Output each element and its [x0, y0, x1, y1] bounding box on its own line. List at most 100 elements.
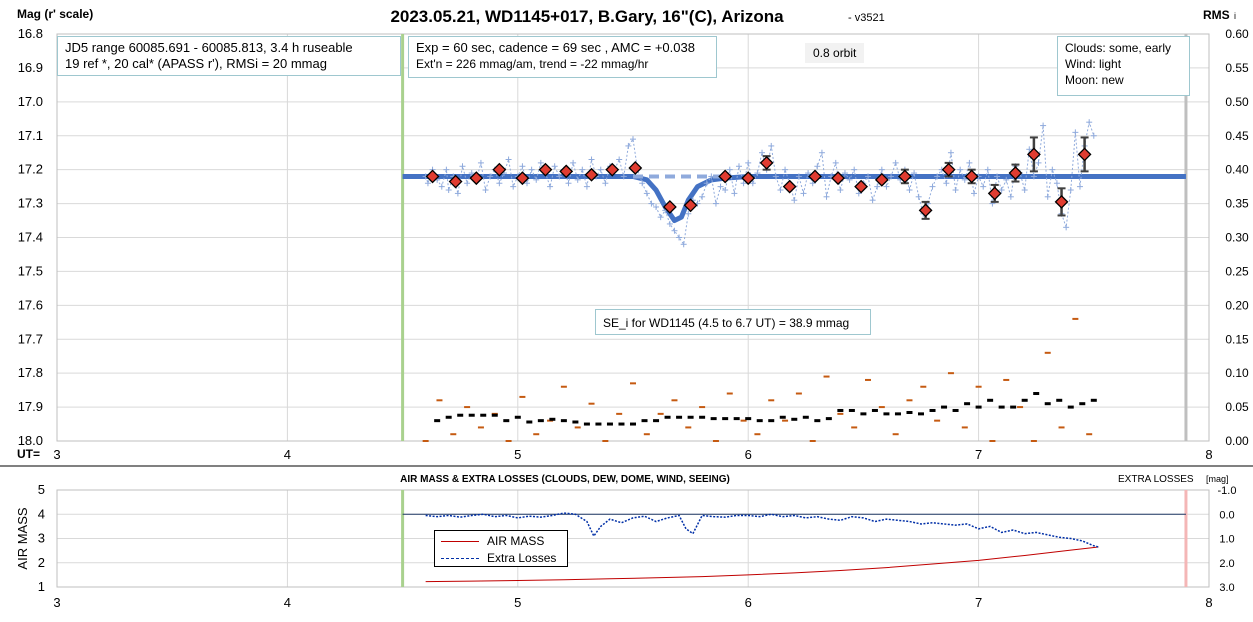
raw-data-point: [966, 159, 973, 166]
lower-y2-axis-title: EXTRA LOSSES: [1118, 474, 1194, 485]
y2-tick-label: 0.60: [1225, 27, 1249, 41]
raw-data-point: [1076, 183, 1083, 190]
binned-data-point: [782, 179, 797, 194]
raw-data-point: [574, 176, 581, 183]
raw-data-point: [1030, 173, 1037, 180]
raw-data-point: [639, 180, 646, 187]
lower-y2-tick-label: 0.0: [1219, 509, 1234, 521]
exposure-note: Exp = 60 sec, cadence = 69 sec , AMC = +…: [408, 36, 717, 78]
raw-data-point: [832, 159, 839, 166]
raw-data-point: [528, 166, 535, 173]
binned-data-point: [987, 186, 1002, 201]
y2-tick-label: 0.25: [1225, 264, 1249, 278]
y-tick-label: 17.5: [18, 263, 43, 278]
lower-x-tick-label: 7: [975, 595, 982, 610]
raw-data-point: [477, 159, 484, 166]
y-tick-label: 16.8: [18, 26, 43, 41]
lower-y-tick-label: 5: [38, 482, 45, 497]
raw-data-point: [851, 166, 858, 173]
raw-data-point: [1053, 180, 1060, 187]
binned-data-point: [662, 200, 677, 214]
lower-y2-axis-title-suffix: [mag]: [1206, 474, 1229, 484]
binned-data-point: [897, 169, 912, 184]
raw-data-point: [749, 180, 756, 187]
conditions-clouds: Clouds: some, early: [1065, 41, 1172, 55]
binned-data-point: [741, 171, 756, 186]
raw-data-point: [841, 170, 848, 177]
conditions-note: Clouds: some, early Wind: light Moon: ne…: [1057, 36, 1190, 96]
binned-data-point: [538, 162, 553, 177]
raw-data-point: [438, 183, 445, 190]
binned-data-point: [683, 198, 698, 213]
raw-data-point: [805, 170, 812, 177]
binned-data-point: [628, 161, 643, 175]
raw-data-point: [680, 241, 687, 248]
lower-y-tick-label: 3: [38, 531, 45, 546]
y2-tick-label: 0.45: [1225, 129, 1249, 143]
binned-data-point: [1077, 147, 1092, 162]
raw-data-point: [630, 136, 636, 143]
raw-data-point: [443, 166, 450, 173]
raw-data-point: [643, 190, 650, 197]
raw-data-point: [565, 180, 572, 187]
legend-item-extra-losses: Extra Losses: [441, 550, 556, 566]
raw-data-point: [671, 227, 678, 234]
binned-data-point: [941, 162, 956, 177]
y-tick-label: 16.9: [18, 60, 43, 75]
raw-data-point: [1026, 146, 1033, 153]
raw-data-point: [970, 190, 977, 197]
raw-data-point: [556, 173, 563, 180]
run-info-note: JD5 range 60085.691 - 60085.813, 3.4 h r…: [57, 36, 401, 76]
raw-data-point: [740, 180, 747, 187]
y2-tick-label: 0.05: [1225, 400, 1249, 414]
raw-data-point: [1040, 122, 1047, 129]
binned-data-point: [918, 203, 933, 218]
legend-label-extra-losses: Extra Losses: [487, 551, 557, 565]
raw-data-point: [754, 170, 761, 177]
lower-y-axis-title: AIR MASS: [15, 507, 30, 569]
y2-tick-label: 0.40: [1225, 163, 1249, 177]
binned-data-point: [759, 155, 774, 170]
lower-legend: AIR MASS Extra Losses: [434, 530, 568, 567]
binned-data-point: [605, 162, 620, 177]
raw-data-point: [929, 183, 936, 190]
y2-axis-title-suffix: i: [1234, 11, 1236, 21]
raw-data-point: [445, 187, 452, 194]
lower-x-tick-label: 4: [284, 595, 291, 610]
lower-x-tick-label: 6: [745, 595, 752, 610]
raw-data-point: [823, 193, 830, 200]
x-tick-label: 5: [514, 447, 521, 462]
binned-data-point: [469, 171, 484, 186]
raw-data-point: [883, 183, 890, 190]
y-tick-label: 17.2: [18, 162, 43, 177]
lower-x-tick-label: 8: [1205, 595, 1212, 610]
x-tick-label: 7: [975, 447, 982, 462]
lower-y-tick-label: 1: [38, 579, 45, 594]
raw-data-point: [537, 159, 544, 166]
se-note: SE_i for WD1145 (4.5 to 6.7 UT) = 38.9 m…: [595, 309, 871, 335]
binned-data-point: [584, 167, 599, 182]
airmass-line: [425, 546, 1099, 583]
binned-data-point: [874, 172, 889, 187]
raw-data-point: [699, 193, 706, 200]
raw-data-point: [934, 173, 941, 180]
x-axis-title: UT=: [17, 447, 40, 461]
lower-y2-tick-label: 3.0: [1219, 582, 1234, 594]
raw-data-point: [735, 163, 742, 170]
raw-data-point: [459, 163, 466, 170]
binned-data-point: [1008, 166, 1023, 180]
exposure-line-2: Ext'n = 226 mmag/am, trend = -22 mmag/hr: [416, 57, 649, 71]
y2-tick-label: 0.35: [1225, 197, 1249, 211]
raw-data-point: [957, 166, 964, 173]
binned-data-point: [1026, 147, 1041, 162]
se-note-text: SE_i for WD1145 (4.5 to 6.7 UT) = 38.9 m…: [603, 316, 850, 330]
raw-data-point: [676, 234, 683, 241]
raw-data-line: [425, 120, 1095, 246]
raw-data-point: [1007, 193, 1014, 200]
x-tick-label: 4: [284, 447, 291, 462]
raw-data-point: [424, 180, 431, 187]
binned-data-point: [559, 164, 574, 179]
raw-data-point: [602, 180, 609, 187]
conditions-moon: Moon: new: [1065, 73, 1124, 87]
